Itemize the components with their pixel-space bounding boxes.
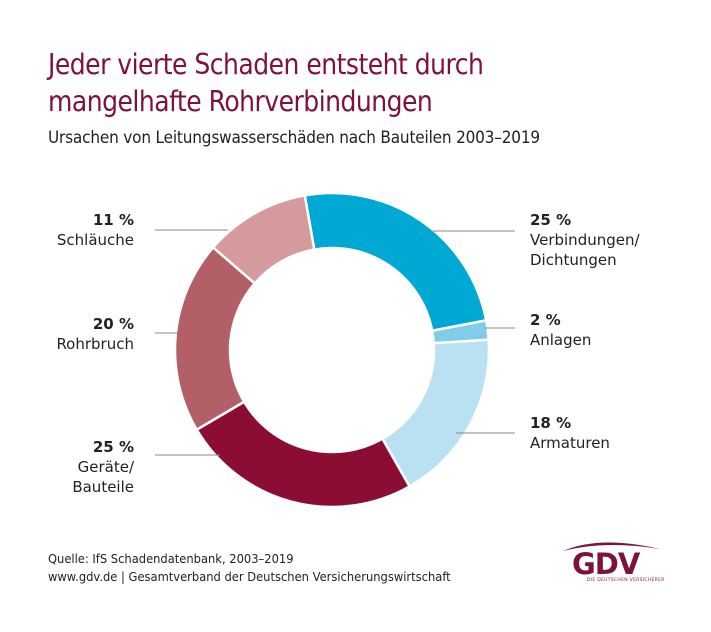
slice-value: 18 % xyxy=(530,414,572,432)
slice-value: 11 % xyxy=(92,211,134,229)
label-armaturen: 18 % Armaturen xyxy=(530,413,610,453)
chart-subtitle: Ursachen von Leitungswasserschäden nach … xyxy=(48,128,540,148)
slice-value: 25 % xyxy=(530,211,572,229)
logo-text: GDV xyxy=(572,547,640,581)
slice-label: Verbindungen/ xyxy=(530,231,640,249)
logo-arc-icon xyxy=(563,542,660,551)
gdv-logo: GDV DIE DEUTSCHEN VERSICHERER xyxy=(560,537,670,587)
slice-label: Schläuche xyxy=(56,231,134,249)
slice-value: 25 % xyxy=(92,438,134,456)
footer: Quelle: IfS Schadendatenbank, 2003–2019 … xyxy=(48,550,451,586)
logo-tagline: DIE DEUTSCHEN VERSICHERER xyxy=(587,578,665,583)
slice-value: 20 % xyxy=(92,315,134,333)
donut-slice-schläuche xyxy=(211,193,316,286)
slice-label: Anlagen xyxy=(530,331,592,349)
donut-slice-verbindungen-dichtungen xyxy=(303,191,488,333)
label-rohrbruch: 20 % Rohrbruch xyxy=(56,314,134,354)
slice-label: Armaturen xyxy=(530,434,610,452)
label-anlagen: 2 % Anlagen xyxy=(530,310,591,350)
donut-slice-rohrbruch xyxy=(173,245,257,432)
slice-label: Bauteile xyxy=(72,478,134,496)
label-schlaeuche: 11 % Schläuche xyxy=(57,210,134,250)
slice-value: 2 % xyxy=(530,311,561,329)
source-note: Quelle: IfS Schadendatenbank, 2003–2019 xyxy=(48,551,294,566)
slice-label: Rohrbruch xyxy=(56,335,134,353)
label-geraete: 25 % Geräte/ Bauteile xyxy=(72,437,134,497)
donut-slice-geräte-bauteile xyxy=(195,400,412,509)
slice-label: Dichtungen xyxy=(530,251,617,269)
label-verbindungen: 25 % Verbindungen/ Dichtungen xyxy=(530,210,640,270)
title-line-2: mangelhafte Rohrverbindungen xyxy=(48,85,433,118)
slice-label: Geräte/ xyxy=(77,458,134,476)
chart-title: Jeder vierte Schaden entsteht durch mang… xyxy=(48,46,484,120)
website-credit: www.gdv.de | Gesamtverband der Deutschen… xyxy=(48,569,451,584)
title-line-1: Jeder vierte Schaden entsteht durch xyxy=(48,48,484,81)
